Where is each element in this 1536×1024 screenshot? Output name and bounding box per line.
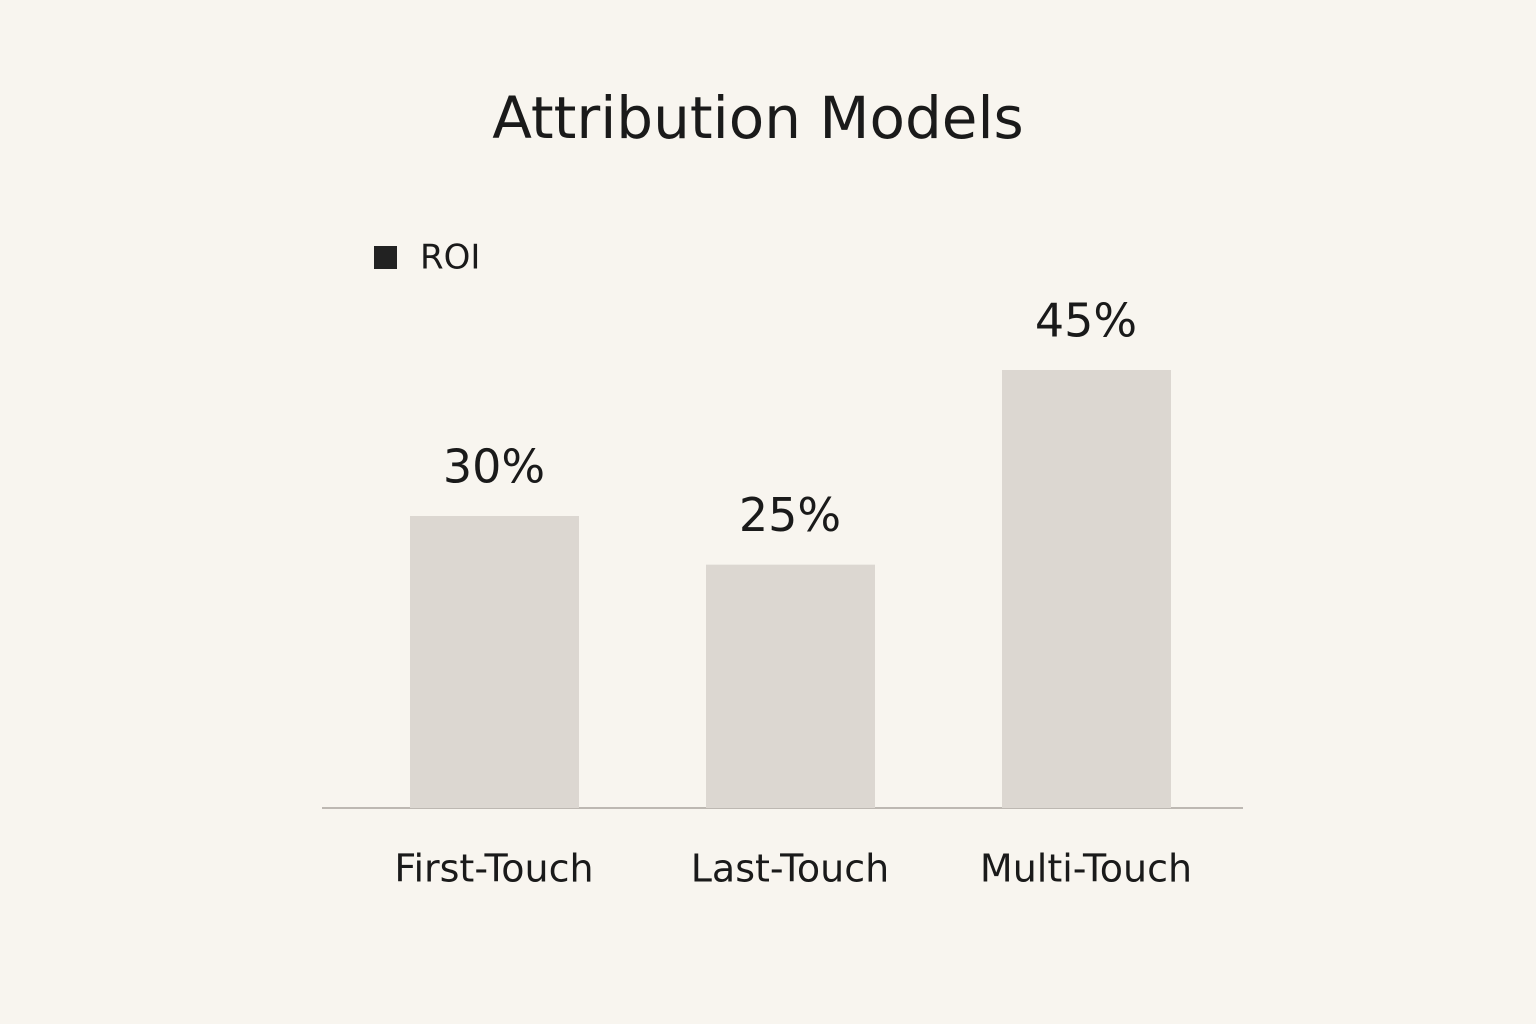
chart-title: Attribution Models [492, 84, 1024, 152]
bar [706, 564, 875, 808]
value-label: 25% [739, 488, 841, 542]
x-tick-label: First-Touch [394, 847, 593, 891]
value-label: 45% [1035, 294, 1137, 348]
bar [410, 516, 579, 808]
bar [1002, 370, 1171, 808]
x-tick-label: Last-Touch [691, 847, 889, 891]
legend-swatch [374, 246, 397, 269]
legend-label: ROI [420, 238, 480, 278]
value-label: 30% [443, 440, 545, 494]
x-tick-label: Multi-Touch [980, 847, 1192, 891]
